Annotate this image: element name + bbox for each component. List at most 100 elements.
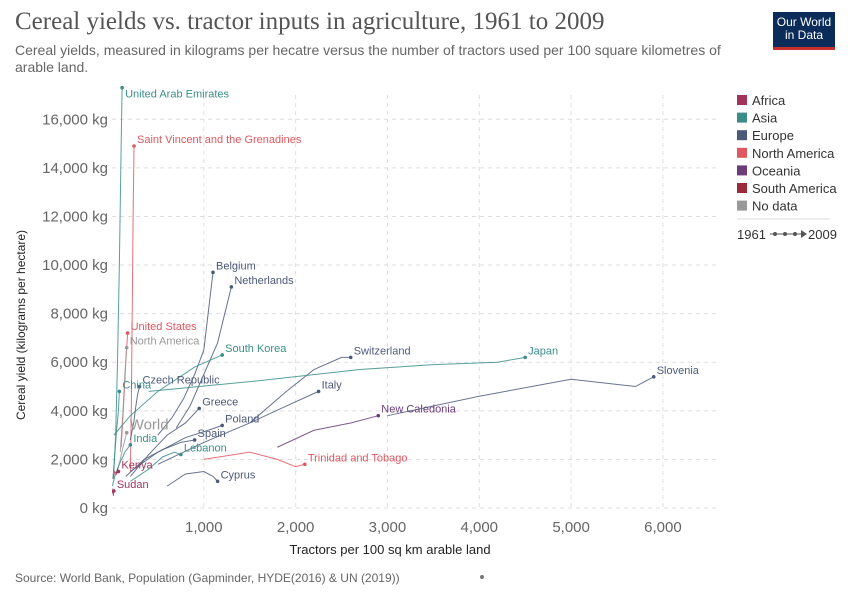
legend-label: Africa — [752, 93, 786, 108]
series-end-point — [220, 353, 224, 357]
y-axis-label: Cereal yield (kilograms per hectare) — [14, 230, 28, 420]
y-tick-label: 0 kg — [80, 500, 108, 517]
series-end-point — [137, 384, 142, 389]
y-tick-label: 10,000 kg — [42, 257, 108, 274]
series-end-point — [117, 389, 122, 394]
series-line — [111, 444, 131, 487]
series-line — [130, 451, 182, 482]
y-tick-label: 6,000 kg — [50, 354, 108, 371]
series-end-point — [124, 345, 129, 350]
x-tick-label: 3,000 — [369, 519, 407, 536]
chart-title: Cereal yields vs. tractor inputs in agri… — [15, 8, 605, 35]
x-tick-label: 6,000 — [644, 519, 682, 536]
series-label: New Caledonia — [381, 404, 456, 416]
legend-label: North America — [752, 146, 835, 161]
series-label: World — [130, 417, 169, 434]
series-label: Saint Vincent and the Grenadines — [137, 134, 302, 146]
y-tick-label: 16,000 kg — [42, 111, 108, 128]
series-end-point — [376, 413, 381, 418]
legend-swatch — [737, 95, 747, 105]
series-end-point — [116, 469, 121, 474]
series-end-point — [220, 423, 224, 428]
series-label: South Korea — [225, 343, 287, 355]
series-label: Poland — [225, 413, 259, 425]
x-tick-label: 4,000 — [460, 519, 498, 536]
series-label: North America — [130, 336, 201, 348]
series-label: Greece — [202, 396, 238, 408]
x-tick-label: 1,000 — [185, 519, 223, 536]
series-line — [112, 391, 120, 479]
axis-tick-labels: 0 kg 2,000 kg 4,000 kg 6,000 kg 8,000 kg 10,0… — [42, 111, 682, 536]
chart-subtitle: Cereal yields, measured in kilograms per… — [15, 42, 721, 75]
legend-label: No data — [752, 199, 798, 214]
legend: Africa Asia Europe North America Oceania Sout… — [737, 93, 837, 242]
series-end-point — [523, 355, 527, 360]
series-line — [113, 354, 223, 436]
series-end-point — [120, 85, 124, 90]
y-tick-label: 4,000 kg — [50, 403, 108, 420]
series-label: Italy — [322, 379, 343, 391]
x-axis-label: Tractors per 100 sq km arable land — [289, 542, 490, 557]
legend-swatch — [737, 165, 747, 176]
logo-line-2: in Data — [784, 28, 824, 42]
x-tick-label: 2,000 — [277, 519, 315, 536]
legend-label: Oceania — [752, 163, 801, 178]
series-end-point — [197, 406, 202, 411]
y-tick-label: 2,000 kg — [50, 451, 108, 468]
series-end-point — [229, 285, 234, 289]
series-end-point — [128, 443, 133, 447]
series-end-point — [132, 144, 136, 148]
y-tick-label: 14,000 kg — [42, 160, 108, 177]
series-label: Sudan — [117, 479, 149, 491]
series-labels: United Arab Emirates Saint Vincent and th… — [117, 89, 700, 491]
series-line — [166, 471, 218, 487]
time-legend-dot — [783, 232, 787, 236]
series-label: Cyprus — [221, 469, 256, 481]
series-end-point — [124, 430, 129, 435]
series-label: United States — [131, 321, 198, 333]
logo-line-1: Our World — [776, 15, 832, 29]
legend-label: Asia — [752, 111, 778, 126]
series-end-point — [215, 479, 220, 484]
series-line — [157, 272, 214, 436]
series-line — [203, 451, 305, 468]
series-label: India — [133, 433, 158, 445]
footer-dot — [480, 575, 484, 579]
x-tick-label: 5,000 — [552, 519, 590, 536]
series-line — [119, 347, 128, 453]
legend-swatch — [737, 112, 747, 123]
series-end-point — [651, 375, 656, 379]
series-line — [249, 356, 351, 424]
series-end-point — [192, 438, 197, 442]
series-line — [129, 408, 200, 477]
series-line — [130, 424, 223, 472]
series-label: China — [122, 379, 152, 391]
legend-swatch — [737, 130, 747, 141]
series-line — [129, 146, 135, 472]
series-label: Trinidad and Tobago — [308, 452, 408, 464]
series-label: United Arab Emirates — [125, 89, 229, 101]
series-line — [125, 439, 195, 477]
series-label: Lebanon — [184, 443, 227, 455]
legend-swatch — [737, 183, 747, 193]
legend-swatch — [737, 200, 747, 211]
series-line — [157, 390, 319, 465]
series-line — [129, 386, 141, 441]
series-end-point — [125, 331, 130, 335]
series-end-point — [303, 462, 307, 467]
y-tick-label: 12,000 kg — [42, 208, 108, 225]
series-end-point — [316, 389, 321, 394]
series-end-point — [112, 489, 116, 493]
time-legend-start: 1961 — [737, 227, 766, 242]
time-legend-arrow — [801, 230, 807, 238]
series-line — [277, 415, 379, 448]
owid-logo[interactable]: Our World in Data — [773, 12, 835, 50]
series-label: Czech Republic — [143, 375, 221, 387]
series-label: Slovenia — [657, 365, 700, 377]
series-label: Switzerland — [354, 345, 411, 357]
y-tick-label: 8,000 kg — [50, 306, 108, 323]
series-label: Belgium — [216, 260, 256, 272]
series-line — [148, 356, 526, 392]
series-line — [387, 376, 654, 417]
